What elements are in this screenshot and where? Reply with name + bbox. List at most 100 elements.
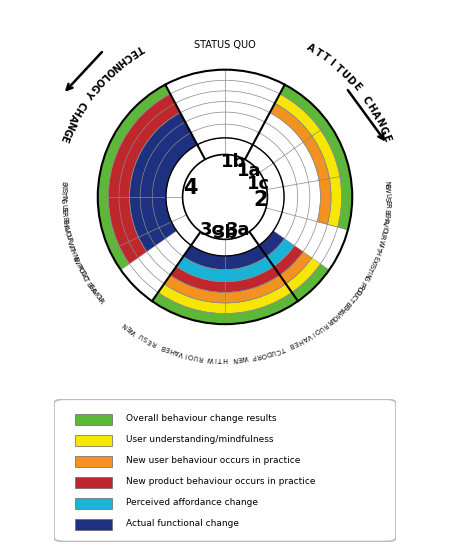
Text: W: W xyxy=(207,355,214,362)
Text: B: B xyxy=(288,341,295,348)
Text: Perceived affordance change: Perceived affordance change xyxy=(126,498,258,507)
Text: C: C xyxy=(121,50,133,63)
Text: I: I xyxy=(63,230,70,234)
Text: O: O xyxy=(313,327,321,334)
Text: E: E xyxy=(237,355,242,362)
Text: E: E xyxy=(86,283,94,290)
Bar xyxy=(75,519,112,530)
Text: U: U xyxy=(317,324,324,331)
Text: H: H xyxy=(382,215,389,220)
Text: C: C xyxy=(360,95,373,106)
Text: E: E xyxy=(147,337,153,344)
Text: E: E xyxy=(126,324,133,331)
Text: O: O xyxy=(77,267,85,275)
Text: B: B xyxy=(85,281,92,288)
Text: O: O xyxy=(188,352,194,359)
Text: O: O xyxy=(355,284,363,292)
Text: T: T xyxy=(218,356,222,362)
Text: A: A xyxy=(174,348,180,355)
Text: 3b: 3b xyxy=(212,224,238,242)
Text: I: I xyxy=(60,187,66,189)
Text: T: T xyxy=(82,277,90,283)
Wedge shape xyxy=(176,238,294,282)
Text: C: C xyxy=(350,292,357,300)
Text: I: I xyxy=(370,261,376,265)
Text: N: N xyxy=(122,321,129,329)
Text: E: E xyxy=(342,302,349,309)
Text: R: R xyxy=(151,339,157,346)
Text: STATUS QUO: STATUS QUO xyxy=(194,40,256,50)
Text: O: O xyxy=(94,293,102,301)
Text: A: A xyxy=(369,109,382,121)
Text: I: I xyxy=(60,195,66,197)
Text: O: O xyxy=(261,351,267,358)
Text: I: I xyxy=(381,225,387,229)
Text: S: S xyxy=(142,335,149,342)
Wedge shape xyxy=(152,264,329,324)
Text: V: V xyxy=(335,309,342,316)
Text: W: W xyxy=(384,186,390,193)
Text: I: I xyxy=(377,244,383,247)
Text: W: W xyxy=(72,257,81,266)
Text: H: H xyxy=(223,356,227,362)
Text: G: G xyxy=(362,274,369,281)
FancyBboxPatch shape xyxy=(54,399,396,542)
Text: P: P xyxy=(359,280,366,286)
Wedge shape xyxy=(280,85,352,230)
Text: C: C xyxy=(274,347,281,354)
Text: T: T xyxy=(319,52,331,64)
Text: V: V xyxy=(382,221,388,226)
Bar xyxy=(75,414,112,425)
Text: R: R xyxy=(379,234,386,240)
Text: T: T xyxy=(312,47,324,59)
Text: E: E xyxy=(380,133,392,143)
Text: W: W xyxy=(241,354,248,361)
Text: V: V xyxy=(63,226,70,232)
Wedge shape xyxy=(158,258,320,313)
Text: U: U xyxy=(351,290,359,297)
Wedge shape xyxy=(164,252,312,303)
Text: A: A xyxy=(305,43,316,55)
Text: W: W xyxy=(377,238,384,247)
Text: R: R xyxy=(61,211,67,217)
Text: V: V xyxy=(90,289,98,296)
Text: H: H xyxy=(88,285,95,293)
Text: H: H xyxy=(169,347,176,354)
Text: U: U xyxy=(79,272,87,279)
Text: E: E xyxy=(292,339,299,346)
Circle shape xyxy=(98,69,352,324)
Text: O: O xyxy=(92,75,105,88)
Text: S: S xyxy=(368,263,375,269)
Bar xyxy=(75,498,112,509)
Text: H: H xyxy=(62,222,68,227)
Text: Actual functional change: Actual functional change xyxy=(126,519,239,528)
Text: 4: 4 xyxy=(183,178,198,197)
Wedge shape xyxy=(170,246,303,292)
Text: T: T xyxy=(60,191,66,195)
Wedge shape xyxy=(270,103,331,224)
Wedge shape xyxy=(108,94,180,264)
Text: O: O xyxy=(103,64,116,77)
Text: G: G xyxy=(87,80,100,93)
Text: N: N xyxy=(383,180,390,185)
Text: H: H xyxy=(69,248,76,255)
Text: E: E xyxy=(384,200,390,204)
Text: C: C xyxy=(81,274,88,281)
Text: U: U xyxy=(384,193,390,198)
Text: U: U xyxy=(193,353,199,360)
Text: P: P xyxy=(252,353,256,360)
Text: V: V xyxy=(179,350,184,357)
Text: E: E xyxy=(350,81,362,92)
Text: A: A xyxy=(337,306,345,314)
Text: N: N xyxy=(232,356,238,362)
Text: E: E xyxy=(383,184,390,188)
Text: E: E xyxy=(127,46,139,59)
Text: E: E xyxy=(60,209,67,214)
Text: X: X xyxy=(370,257,378,264)
Text: B: B xyxy=(383,209,390,214)
Text: New product behaviour occurs in practice: New product behaviour occurs in practice xyxy=(126,477,315,486)
Text: 1c: 1c xyxy=(247,174,270,193)
Text: O: O xyxy=(330,313,338,321)
Text: T: T xyxy=(367,266,374,272)
Text: H: H xyxy=(115,55,127,68)
